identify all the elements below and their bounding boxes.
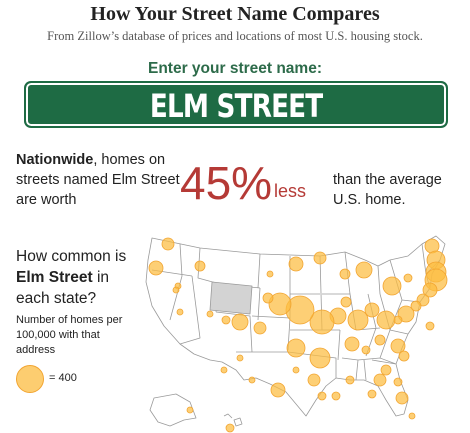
state-bubble: [206, 310, 214, 318]
state-bubble: [361, 345, 371, 355]
state-hawaii: [223, 413, 243, 427]
page-title: How Your Street Name Compares: [90, 3, 380, 25]
percent-difference: 45%: [180, 157, 273, 209]
state-bubble: [364, 302, 380, 318]
nationwide-lead-text: , homes on streets named Elm Street are …: [16, 152, 180, 208]
state-bubble: [397, 305, 415, 323]
legend-label: Number of homes per 100,000 with that ad…: [16, 314, 123, 356]
state-bubble: [266, 270, 274, 278]
state-bubble: [286, 338, 306, 358]
state-bubble: [347, 309, 369, 331]
nationwide-tail: than the average U.S. home.: [333, 172, 442, 208]
state-bubble: [380, 364, 392, 376]
state-bubble: [410, 300, 422, 312]
state-bubble: [340, 296, 352, 308]
state-alaska: [149, 393, 197, 427]
state-bubble: [186, 406, 194, 414]
state-bubble: [331, 391, 341, 401]
state-bubble: [425, 321, 435, 331]
nationwide-bold: Nationwide: [16, 152, 94, 168]
state-outlines: [145, 235, 446, 427]
state-bubble: [344, 336, 360, 352]
state-bubble: [148, 260, 164, 276]
street-prompt: Enter your street name:: [148, 60, 322, 77]
state-bubble: [367, 389, 377, 399]
nationwide-intro: Nationwide, homes on streets named Elm S…: [16, 150, 181, 210]
state-bubble: [288, 256, 304, 272]
state-bubble: [270, 382, 286, 398]
street-name-value[interactable]: ELM STREET: [149, 87, 323, 125]
state-bubble: [355, 261, 373, 279]
question-pre: How common is: [16, 248, 127, 265]
question-post: in each state?: [16, 269, 110, 307]
state-bubble: [176, 308, 184, 316]
state-bubble: [382, 276, 402, 296]
state-bubble: [398, 350, 410, 362]
page-subtitle: From Zillow’s database of prices and loc…: [47, 29, 423, 43]
state-bubble: [339, 268, 351, 280]
state-bubble: [309, 347, 331, 369]
state-bubble: [374, 334, 386, 346]
state-bubble: [221, 315, 231, 325]
state-bubble: [403, 273, 413, 283]
state-bubble: [262, 292, 274, 304]
state-bubble: [161, 237, 175, 251]
state-bubble: [225, 423, 235, 433]
state-bubble: [220, 366, 228, 374]
map-question: How common is Elm Street in each state?: [16, 246, 136, 309]
state-bubble: [307, 373, 321, 387]
legend-value: = 400: [49, 372, 77, 384]
us-bubble-map: [145, 235, 448, 433]
legend-bubble: [16, 365, 44, 393]
state-bubble: [422, 282, 438, 298]
state-bubble: [231, 313, 249, 331]
state-bubble: [292, 366, 300, 374]
state-bubble: [248, 376, 256, 384]
state-bubble: [393, 377, 403, 387]
state-bubble: [309, 309, 335, 335]
state-bubble: [172, 286, 180, 294]
question-street: Elm Street: [16, 269, 93, 286]
percent-direction: less: [274, 181, 307, 201]
street-sign-input[interactable]: ELM STREET: [25, 82, 447, 127]
state-bubble: [390, 338, 406, 354]
state-bubble: [268, 292, 292, 316]
state-bubble: [373, 373, 387, 387]
state-bubble: [313, 251, 327, 265]
state-bubble: [236, 354, 244, 362]
state-bubble: [317, 391, 327, 401]
us-outline: [145, 235, 446, 417]
state-bubble: [345, 375, 355, 385]
state-bubble: [395, 391, 409, 405]
state-bubbles: [148, 237, 448, 433]
state-bubble: [253, 321, 267, 335]
state-bubble: [194, 260, 206, 272]
state-wyoming: [209, 281, 253, 315]
state-bubble: [376, 310, 396, 330]
state-bubble: [408, 412, 416, 420]
